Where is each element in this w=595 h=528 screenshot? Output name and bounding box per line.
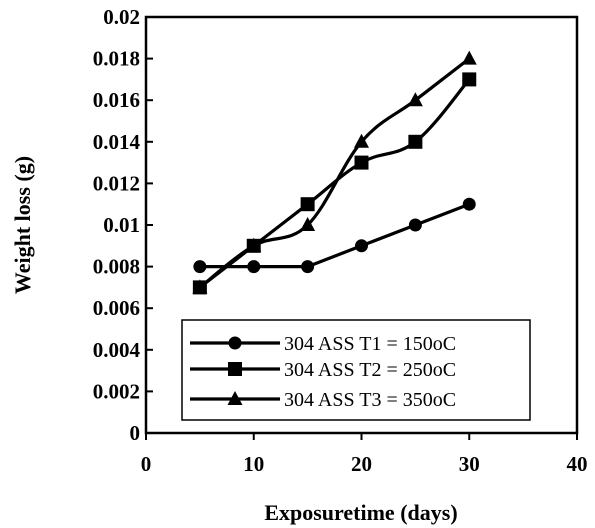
data-point-square: [462, 72, 477, 87]
series-3: [192, 50, 477, 294]
x-tick-label: 10: [243, 452, 264, 476]
legend: 304 ASS T1 = 150oC 304 ASS T2 = 250oC 304 …: [181, 319, 531, 421]
legend-label: 304 ASS T3 = 350oC: [284, 389, 456, 411]
y-tick-label: 0.004: [93, 338, 141, 362]
y-tick-label: 0.016: [93, 88, 140, 112]
y-tick-label: 0.012: [93, 171, 140, 195]
data-point-triangle: [300, 217, 316, 231]
x-axis-title: Exposuretime (days): [264, 500, 457, 525]
data-point-triangle: [227, 391, 243, 405]
series-1: [193, 197, 476, 274]
y-axis: 0 0.002 0.004 0.006 0.008 0.01 0.012 0.014 0.016…: [93, 5, 153, 445]
y-tick-label: 0.002: [93, 379, 140, 403]
data-point-circle: [355, 239, 368, 253]
y-tick-label: 0.02: [103, 5, 140, 29]
data-point-circle: [228, 336, 242, 350]
data-point-triangle: [461, 50, 477, 65]
legend-label: 304 ASS T2 = 250oC: [284, 359, 456, 381]
legend-label: 304 ASS T1 = 150oC: [284, 333, 456, 355]
data-point-circle: [193, 260, 207, 274]
y-tick-label: 0.018: [93, 47, 140, 71]
data-point-circle: [247, 260, 261, 274]
series-line: [199, 202, 470, 269]
y-axis-title: Weight loss (g): [10, 156, 35, 294]
y-tick-label: 0.008: [93, 255, 140, 279]
data-point-circle: [408, 218, 422, 232]
x-tick-label: 40: [567, 452, 588, 476]
data-point-square: [408, 134, 423, 149]
x-tick-label: 20: [351, 452, 372, 476]
y-tick-label: 0.014: [93, 130, 141, 154]
x-axis: 0 10 20 30 40: [141, 433, 588, 476]
data-point-circle: [462, 197, 476, 211]
y-tick-label: 0.01: [103, 213, 140, 237]
data-point-square: [300, 197, 315, 212]
y-tick-label: 0: [130, 421, 141, 445]
series-layer: [192, 50, 477, 295]
data-point-triangle: [354, 133, 369, 148]
data-point-square: [228, 362, 242, 376]
data-point-triangle: [246, 237, 262, 252]
x-tick-label: 0: [141, 452, 152, 476]
data-point-square: [354, 155, 369, 170]
data-point-circle: [301, 260, 315, 274]
x-tick-label: 30: [459, 452, 480, 476]
y-tick-label: 0.006: [93, 296, 140, 320]
data-point-triangle: [192, 279, 208, 294]
data-point-triangle: [407, 92, 423, 107]
